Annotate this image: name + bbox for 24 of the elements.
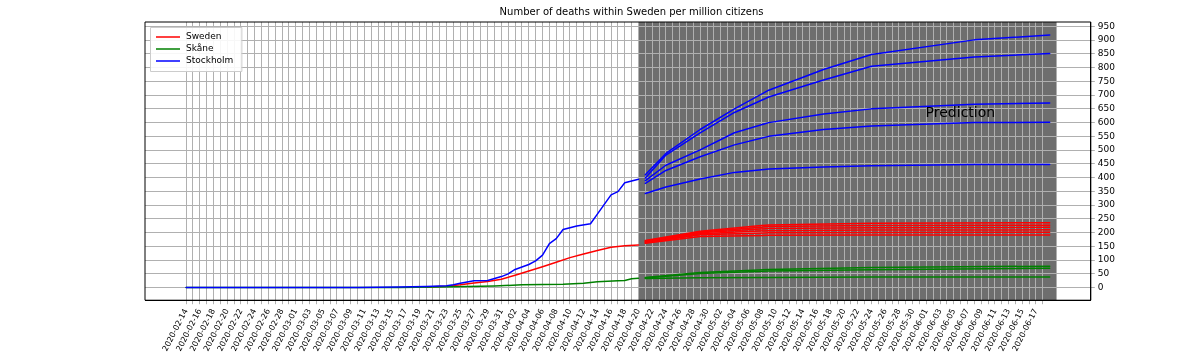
y-tick-label: 650 [1097,103,1116,114]
y-tick-label: 300 [1097,199,1116,210]
legend-label: Skåne [186,43,214,54]
y-tick-label: 600 [1097,116,1116,127]
y-tick-label: 150 [1097,240,1116,251]
y-tick-label: 450 [1097,158,1116,169]
y-tick-label: 400 [1097,171,1116,182]
y-tick-label: 850 [1097,48,1116,59]
y-tick-label: 350 [1097,185,1116,196]
chart-title: Number of deaths within Sweden per million citizens [499,5,764,17]
y-tick-label: 550 [1097,130,1116,141]
y-tick-label: 700 [1097,89,1116,100]
y-tick-label: 800 [1097,61,1116,72]
y-tick-label: 0 [1097,281,1104,292]
y-tick-label: 250 [1097,213,1116,224]
legend-label: Sweden [186,31,222,42]
legend-label: Stockholm [186,55,234,66]
y-tick-label: 950 [1097,20,1116,31]
y-tick-label: 900 [1097,34,1116,45]
y-tick-label: 100 [1097,254,1116,265]
y-tick-label: 200 [1097,226,1116,237]
y-tick-label: 50 [1097,268,1110,279]
y-tick-label: 750 [1097,75,1116,86]
y-tick-label: 500 [1097,144,1116,155]
